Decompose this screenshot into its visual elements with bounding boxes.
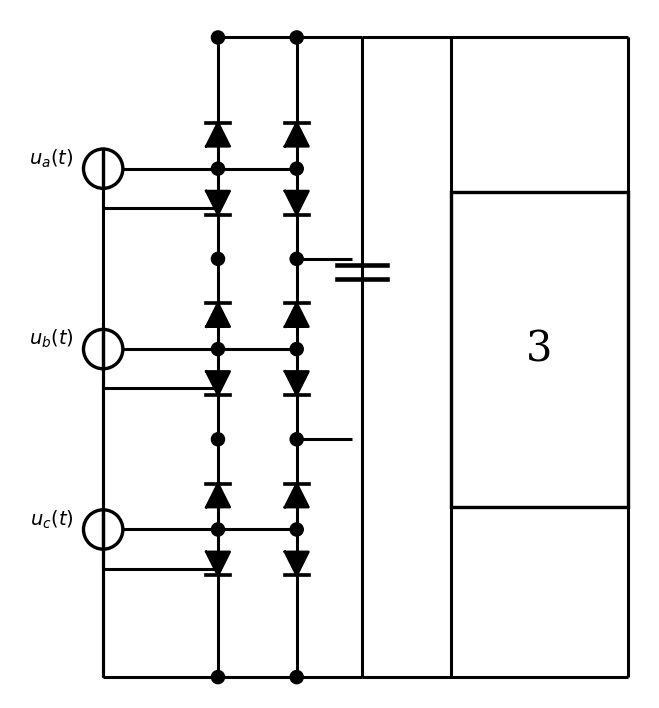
Text: $u_c(t)$: $u_c(t)$ [30, 508, 74, 531]
Polygon shape [206, 191, 230, 215]
Polygon shape [206, 372, 230, 395]
Circle shape [290, 433, 303, 446]
Polygon shape [285, 552, 308, 576]
Circle shape [212, 162, 225, 176]
Circle shape [290, 31, 303, 44]
Polygon shape [206, 122, 230, 147]
Polygon shape [206, 552, 230, 576]
Circle shape [290, 252, 303, 266]
Circle shape [290, 670, 303, 684]
Circle shape [290, 343, 303, 355]
Polygon shape [285, 122, 308, 147]
Circle shape [212, 343, 225, 355]
Polygon shape [285, 303, 308, 327]
Text: $u_b(t)$: $u_b(t)$ [29, 328, 74, 350]
Circle shape [212, 433, 225, 446]
Circle shape [212, 523, 225, 536]
Text: $u_a(t)$: $u_a(t)$ [29, 148, 74, 170]
Bar [451, 192, 628, 506]
Text: 3: 3 [526, 328, 553, 370]
Circle shape [212, 670, 225, 684]
Polygon shape [285, 191, 308, 215]
Polygon shape [285, 372, 308, 395]
Polygon shape [285, 484, 308, 507]
Circle shape [290, 162, 303, 176]
Circle shape [212, 252, 225, 266]
Polygon shape [206, 303, 230, 327]
Circle shape [212, 31, 225, 44]
Circle shape [290, 523, 303, 536]
Polygon shape [206, 484, 230, 507]
